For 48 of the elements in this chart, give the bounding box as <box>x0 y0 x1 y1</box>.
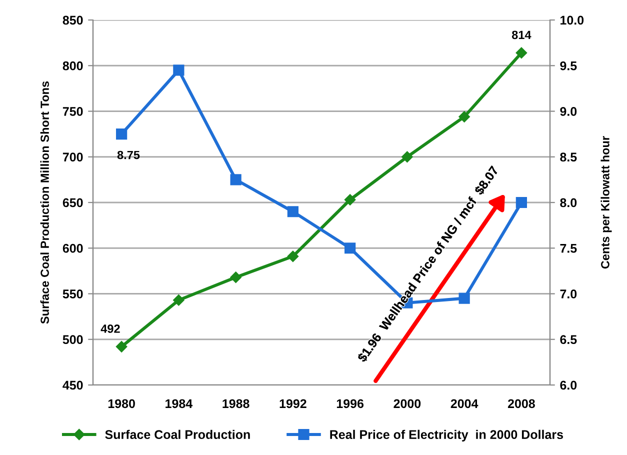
point <box>458 292 470 304</box>
y-tick-label: 450 <box>62 380 83 390</box>
x-tick-label: 1980 <box>108 399 135 408</box>
y2-tick-label: 7.5 <box>560 244 577 253</box>
y2-tick-label: 10.0 <box>560 16 584 25</box>
y-tick-label: 700 <box>62 152 83 162</box>
point <box>173 294 184 306</box>
y-tick-label: 800 <box>62 61 83 70</box>
x-tick-label: 2008 <box>508 399 535 408</box>
y2-axis-title: Cents per Kilowatt hour <box>600 136 612 269</box>
y2-tick-label: 7.0 <box>560 290 577 298</box>
y2-tick-label: 8.0 <box>560 198 577 208</box>
data-label: 814 <box>512 30 532 40</box>
point <box>230 272 242 283</box>
y-axis-title: Surface Coal Production Million Short Tons <box>40 81 49 324</box>
point <box>516 196 527 208</box>
point <box>344 194 356 206</box>
data-label: 492 <box>100 324 120 333</box>
x-tick-label: 1988 <box>222 399 250 408</box>
point <box>230 174 242 186</box>
point <box>402 151 413 162</box>
y2-tick-label: 6.5 <box>560 335 577 344</box>
y-tick-label: 850 <box>62 16 83 25</box>
point <box>116 341 128 352</box>
x-tick-label: 2000 <box>394 399 421 408</box>
x-tick-label: 1984 <box>166 399 193 408</box>
y-tick-label: 550 <box>62 290 83 298</box>
y2-tick-label: 8.5 <box>560 152 577 162</box>
y-tick-label: 600 <box>62 244 83 253</box>
legend-label: Surface Coal Production <box>105 430 250 440</box>
y2-tick-label: 6.0 <box>560 380 577 390</box>
point <box>287 250 299 262</box>
point <box>516 47 528 58</box>
point <box>116 128 128 140</box>
y-tick-label: 750 <box>62 107 83 116</box>
y-tick-label: 500 <box>62 335 83 344</box>
y2-tick-label: 9.5 <box>560 61 577 70</box>
data-label: 8.75 <box>117 150 140 160</box>
point <box>344 242 356 254</box>
y-tick-label: 650 <box>62 198 83 208</box>
point <box>458 111 470 122</box>
x-tick-label: 1996 <box>336 399 364 408</box>
y2-tick-label: 9.0 <box>560 107 577 116</box>
x-tick-label: 2004 <box>450 399 478 408</box>
legend-label: Real Price of Electricity in 2000 Dollars <box>330 430 563 442</box>
point <box>173 64 184 76</box>
point <box>287 206 298 218</box>
x-tick-label: 1992 <box>280 399 306 408</box>
